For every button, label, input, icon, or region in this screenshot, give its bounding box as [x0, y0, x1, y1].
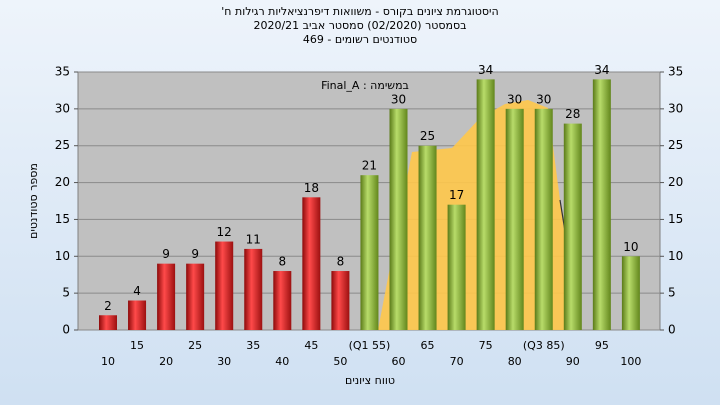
- bar: [389, 108, 408, 330]
- x-tick-label: 70: [450, 355, 464, 368]
- data-label: 30: [536, 92, 551, 106]
- y-tick-label: 5: [62, 286, 70, 300]
- y2-tick-label: 5: [668, 286, 676, 300]
- bar: [534, 108, 553, 330]
- x-tick-label: 20: [159, 355, 173, 368]
- x-tick-label: 30: [217, 355, 231, 368]
- y-axis-label: מספר סטודנטים: [27, 163, 40, 239]
- bar: [157, 263, 176, 330]
- x-tick-label: 80: [508, 355, 522, 368]
- y2-tick-label: 35: [668, 65, 683, 79]
- bar: [360, 175, 379, 330]
- bar: [302, 197, 321, 330]
- x-tick-label: 90: [566, 355, 580, 368]
- bar: [447, 204, 466, 330]
- annotation: במשימה : Final_A: [321, 79, 409, 92]
- y2-tick-label: 0: [668, 323, 676, 337]
- data-label: 25: [420, 129, 435, 143]
- data-label: 34: [478, 63, 493, 77]
- y2-tick-label: 30: [668, 101, 683, 115]
- data-label: 8: [337, 255, 345, 269]
- data-label: 2: [104, 299, 112, 313]
- y2-tick-label: 25: [668, 138, 683, 152]
- data-label: 4: [133, 284, 141, 298]
- x-tick-label: 60: [392, 355, 406, 368]
- x-tick-label: 40: [275, 355, 289, 368]
- bar: [273, 271, 292, 330]
- y-tick-label: 0: [62, 323, 70, 337]
- chart-subtitle: סטודנטים רשומים - 469: [303, 33, 417, 46]
- bar: [418, 145, 437, 330]
- bar: [621, 256, 640, 330]
- x-tick-label: (Q1 55): [349, 339, 391, 352]
- x-tick-label: 10: [101, 355, 115, 368]
- x-tick-label: 75: [479, 339, 493, 352]
- x-tick-label: 35: [246, 339, 260, 352]
- bar: [215, 241, 234, 330]
- bar: [128, 300, 147, 330]
- y-tick-label: 15: [55, 212, 70, 226]
- x-tick-label: 45: [304, 339, 318, 352]
- data-label: 34: [594, 63, 609, 77]
- data-label: 9: [162, 247, 170, 261]
- data-label: 21: [362, 159, 377, 173]
- x-tick-label: 65: [421, 339, 435, 352]
- data-label: 12: [217, 225, 232, 239]
- x-axis-label: טווח ציונים: [345, 374, 395, 387]
- x-tick-label: 95: [595, 339, 609, 352]
- y2-tick-label: 15: [668, 212, 683, 226]
- data-label: 30: [507, 92, 522, 106]
- y-tick-label: 30: [55, 101, 70, 115]
- bar: [476, 79, 495, 330]
- x-tick-label: 100: [620, 355, 641, 368]
- x-tick-label: 50: [333, 355, 347, 368]
- bar: [186, 263, 205, 330]
- x-tick-label: (Q3 85): [523, 339, 565, 352]
- chart-title: היסטוגרמת ציונים בקורס - משוואות דיפרנצי…: [221, 5, 498, 18]
- bar: [592, 79, 611, 330]
- data-label: 28: [565, 107, 580, 121]
- y2-tick-label: 10: [668, 249, 683, 263]
- data-label: 10: [623, 240, 638, 254]
- y-tick-label: 20: [55, 175, 70, 189]
- y-tick-label: 25: [55, 138, 70, 152]
- bar: [244, 248, 263, 330]
- data-label: 30: [391, 92, 406, 106]
- bar: [331, 271, 350, 330]
- bar: [99, 315, 117, 330]
- x-tick-label: 15: [130, 339, 144, 352]
- bar: [563, 123, 582, 330]
- data-label: 9: [191, 247, 199, 261]
- y2-tick-label: 20: [668, 175, 683, 189]
- data-label: 11: [246, 232, 261, 246]
- data-label: 8: [278, 255, 286, 269]
- y-tick-label: 10: [55, 249, 70, 263]
- y-tick-label: 35: [55, 65, 70, 79]
- bar: [505, 108, 524, 330]
- data-label: 18: [304, 181, 319, 195]
- x-tick-label: 25: [188, 339, 202, 352]
- data-label: 17: [449, 188, 464, 202]
- chart-subtitle: בסמסטר (02/2020) סמסטר אביב 2020/21: [253, 19, 466, 32]
